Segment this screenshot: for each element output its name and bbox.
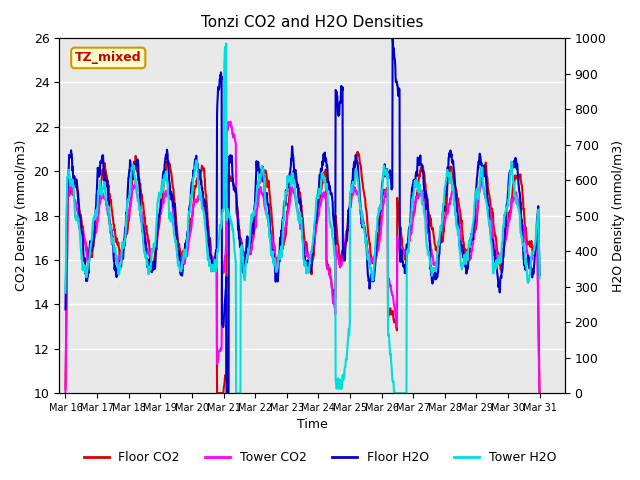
Floor CO2 (354, 149, 362, 155)
Floor CO2 (61, 386, 69, 392)
Tower CO2 (167, 194, 175, 200)
Floor CO2 (376, 215, 384, 221)
Tower CO2 (61, 390, 69, 396)
Floor H2O (156, 212, 163, 218)
Floor CO2 (480, 167, 488, 173)
Tower CO2 (156, 214, 163, 220)
Floor CO2 (167, 168, 175, 174)
Y-axis label: CO2 Density (mmol/m3): CO2 Density (mmol/m3) (15, 140, 28, 291)
Legend: Floor CO2, Tower CO2, Floor H2O, Tower H2O: Floor CO2, Tower CO2, Floor H2O, Tower H… (79, 446, 561, 469)
Floor CO2 (220, 382, 228, 388)
Floor CO2 (213, 390, 221, 396)
Tower CO2 (220, 266, 228, 272)
Floor H2O (438, 225, 446, 230)
Y-axis label: H2O Density (mmol/m3): H2O Density (mmol/m3) (612, 140, 625, 292)
Floor CO2 (438, 236, 446, 241)
Line: Floor H2O: Floor H2O (65, 38, 540, 393)
X-axis label: Time: Time (296, 419, 328, 432)
Tower CO2 (227, 119, 234, 124)
Text: TZ_mixed: TZ_mixed (75, 51, 141, 64)
Line: Floor CO2: Floor CO2 (65, 152, 540, 393)
Floor H2O (480, 168, 488, 174)
Title: Tonzi CO2 and H2O Densities: Tonzi CO2 and H2O Densities (201, 15, 423, 30)
Tower H2O (61, 290, 69, 296)
Floor H2O (61, 306, 69, 312)
Tower H2O (156, 193, 163, 199)
Floor H2O (167, 190, 175, 196)
Line: Tower CO2: Tower CO2 (65, 121, 540, 393)
Tower CO2 (480, 186, 488, 192)
Floor CO2 (156, 221, 163, 227)
Tower H2O (220, 204, 228, 210)
Tower CO2 (376, 237, 383, 242)
Tower H2O (376, 202, 384, 208)
Tower H2O (223, 41, 230, 47)
Floor H2O (536, 272, 543, 278)
Tower H2O (480, 186, 488, 192)
Tower CO2 (438, 228, 445, 234)
Floor H2O (220, 312, 228, 318)
Tower H2O (232, 390, 240, 396)
Floor H2O (223, 390, 230, 396)
Tower H2O (536, 276, 543, 281)
Tower H2O (438, 218, 446, 224)
Floor CO2 (536, 390, 543, 396)
Tower H2O (167, 218, 175, 224)
Tower CO2 (536, 390, 543, 396)
Line: Tower H2O: Tower H2O (65, 44, 540, 393)
Floor H2O (376, 210, 383, 216)
Floor H2O (388, 35, 396, 41)
